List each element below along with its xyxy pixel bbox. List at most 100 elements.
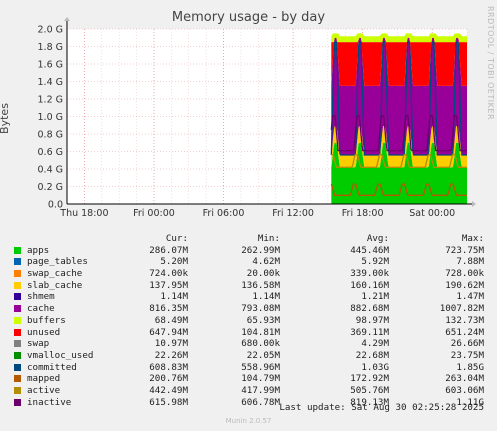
legend-max: 723.75M — [445, 244, 484, 256]
legend-min: 20.00k — [246, 268, 280, 280]
legend-cur: 442.49M — [149, 384, 188, 396]
legend-cur: 137.95M — [149, 279, 188, 291]
legend-avg: 339.00k — [350, 268, 389, 280]
legend-avg: 98.97M — [355, 314, 389, 326]
legend-min: 104.81M — [241, 326, 280, 338]
legend-name: slab_cache — [27, 279, 83, 291]
legend-min: 262.99M — [241, 244, 280, 256]
legend-cur: 10.97M — [154, 338, 188, 350]
y-tick-label: 0.6 G — [38, 147, 64, 158]
legend-name: buffers — [27, 314, 66, 326]
legend-header: Cur: Min: Avg: Max: — [0, 233, 497, 245]
y-tick-labels: 0.0 0.2 G 0.4 G 0.6 G 0.8 G 1.0 G 1.2 G 1.4 G 1.… — [38, 25, 64, 211]
line-mapped — [330, 183, 467, 196]
legend-swatch — [14, 351, 21, 359]
legend-cur: 647.94M — [149, 326, 188, 338]
legend-avg: 369.11M — [350, 326, 389, 338]
y-axis-arrow — [64, 17, 70, 21]
legend-avg: 882.68M — [350, 303, 389, 315]
header-min: Min: — [257, 233, 280, 244]
legend-swatch — [14, 281, 21, 289]
y-tick-label: 1.8 G — [38, 42, 64, 53]
legend-swatch — [14, 305, 21, 313]
legend-cur: 286.07M — [149, 244, 188, 256]
area-buffers — [331, 33, 467, 43]
y-tick-label: 0.4 G — [38, 165, 64, 176]
legend-avg: 1.21M — [361, 291, 389, 303]
legend-max: 23.75M — [450, 349, 484, 361]
series-lines — [330, 41, 467, 196]
legend-cur: 200.76M — [149, 373, 188, 385]
legend-max: 603.06M — [445, 384, 484, 396]
x-tick-label: Fri 06:00 — [203, 208, 245, 219]
legend-min: 4.62M — [252, 256, 280, 268]
legend-max: 7.88M — [456, 256, 484, 268]
legend-max: 1.47M — [456, 291, 484, 303]
legend-cur: 68.49M — [154, 314, 188, 326]
legend-avg: 172.92M — [350, 373, 389, 385]
y-tick-label: 1.0 G — [38, 112, 64, 123]
legend-row-apps: apps 286.07M 262.99M 445.46M 723.75M — [0, 245, 497, 257]
y-tick-label: 0.2 G — [38, 182, 64, 193]
legend-avg: 4.29M — [361, 338, 389, 350]
legend-name: page_tables — [27, 256, 88, 268]
legend-row-unused: unused 647.94M 104.81M 369.11M 651.24M — [0, 327, 497, 339]
legend-avg: 22.68M — [355, 349, 389, 361]
y-tick-label: 1.4 G — [38, 77, 64, 88]
legend-max: 190.62M — [445, 279, 484, 291]
legend-min: 65.93M — [246, 314, 280, 326]
legend-row-swap: swap 10.97M 680.00k 4.29M 26.66M — [0, 338, 497, 350]
legend-cur: 1.14M — [160, 291, 188, 303]
legend-max: 1007.82M — [439, 303, 484, 315]
legend-max: 1.85G — [456, 361, 484, 373]
legend-cur: 615.98M — [149, 396, 188, 408]
legend-row-buffers: buffers 68.49M 65.93M 98.97M 132.73M — [0, 315, 497, 327]
legend-row-committed: committed 608.83M 558.96M 1.03G 1.85G — [0, 362, 497, 374]
legend-avg: 1.03G — [361, 361, 389, 373]
legend-row-slab_cache: slab_cache 137.95M 136.58M 160.16M 190.62M — [0, 280, 497, 292]
legend-swatch — [14, 270, 21, 278]
x-axis-arrow — [472, 201, 476, 207]
y-tick-label: 2.0 G — [38, 25, 64, 36]
legend-table: Cur: Min: Avg: Max: apps 286.07M 262.99M 44… — [0, 233, 497, 408]
legend-max: 132.73M — [445, 314, 484, 326]
legend-swatch — [14, 398, 21, 406]
legend-min: 136.58M — [241, 279, 280, 291]
legend-avg: 505.76M — [350, 384, 389, 396]
area-unused — [331, 37, 467, 86]
legend-row-mapped: mapped 200.76M 104.79M 172.92M 263.04M — [0, 373, 497, 385]
legend-row-shmem: shmem 1.14M 1.14M 1.21M 1.47M — [0, 291, 497, 303]
legend-cur: 5.20M — [160, 256, 188, 268]
x-tick-label: Fri 18:00 — [342, 208, 384, 219]
legend-avg: 445.46M — [350, 244, 389, 256]
legend-name: swap — [27, 338, 50, 350]
legend-row-page_tables: page_tables 5.20M 4.62M 5.92M 7.88M — [0, 256, 497, 268]
legend-swatch — [14, 328, 21, 336]
header-avg: Avg: — [366, 233, 389, 244]
legend-swatch — [14, 258, 21, 266]
area-slab_cache — [331, 126, 467, 168]
y-tick-label: 1.2 G — [38, 95, 64, 106]
legend-row-active: active 442.49M 417.99M 505.76M 603.06M — [0, 385, 497, 397]
line-active — [331, 154, 467, 168]
legend-min: 104.79M — [241, 373, 280, 385]
legend-max: 263.04M — [445, 373, 484, 385]
legend-min: 417.99M — [241, 384, 280, 396]
legend-avg: 819.13M — [350, 396, 389, 408]
legend-max: 1.11G — [456, 396, 484, 408]
legend-swatch — [14, 340, 21, 348]
legend-min: 22.05M — [246, 349, 280, 361]
legend-max: 651.24M — [445, 326, 484, 338]
legend-swatch — [14, 316, 21, 324]
y-tick-label: 0.0 — [48, 200, 63, 211]
legend-min: 558.96M — [241, 361, 280, 373]
line-inactive — [330, 114, 467, 152]
legend-name: shmem — [27, 291, 55, 303]
munin-version: Munin 2.0.57 — [225, 417, 272, 425]
x-tick-label: Fri 12:00 — [272, 208, 314, 219]
legend-swatch — [14, 246, 21, 254]
legend-name: unused — [27, 326, 61, 338]
x-tick-label: Fri 00:00 — [133, 208, 175, 219]
legend-row-cache: cache 816.35M 793.08M 882.68M 1007.82M — [0, 303, 497, 315]
